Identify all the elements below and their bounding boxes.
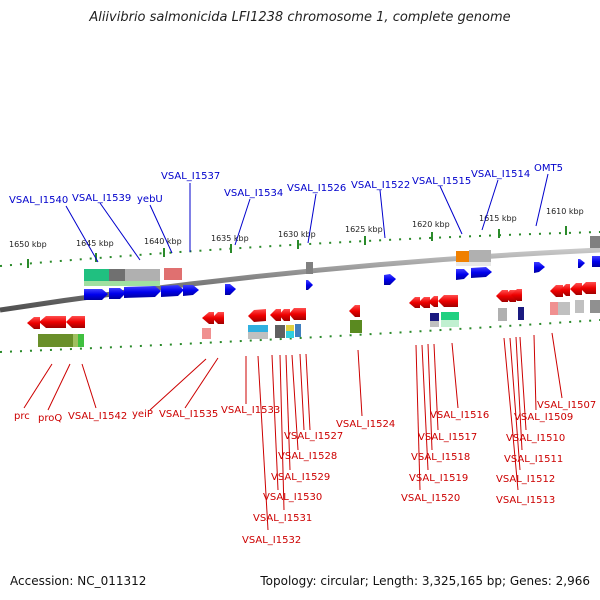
kbp-label: 1620 kbp (412, 220, 450, 229)
gene-arrow[interactable] (384, 274, 396, 285)
bottom-leaders (23, 332, 563, 531)
gene-arrow[interactable] (212, 312, 224, 324)
gene-label[interactable]: VSAL_I1512 (496, 474, 555, 485)
gene-arrow[interactable] (297, 308, 306, 320)
gene-arrow[interactable] (109, 288, 126, 299)
kbp-label: 1635 kbp (211, 234, 249, 243)
gene-label[interactable]: VSAL_I1534 (224, 188, 283, 199)
gene-arrow[interactable] (456, 269, 469, 280)
lower-ruler (0, 319, 600, 353)
upper-ruler (0, 231, 600, 267)
gene-arrow[interactable] (248, 309, 266, 322)
gene-arrow[interactable] (578, 259, 585, 268)
gene-label[interactable]: VSAL_I1518 (411, 452, 470, 463)
gene-arrow[interactable] (570, 283, 582, 295)
gene-arrow[interactable] (511, 289, 522, 301)
gene-label[interactable]: VSAL_I1509 (514, 412, 573, 423)
gene-label[interactable]: VSAL_I1533 (221, 405, 280, 416)
gene-arrow[interactable] (592, 256, 600, 267)
kbp-label: 1630 kbp (278, 230, 316, 239)
gene-label[interactable]: prc (14, 411, 30, 422)
gene-label[interactable]: VSAL_I1535 (159, 409, 218, 420)
gene-label[interactable]: VSAL_I1526 (287, 183, 346, 194)
kbp-label: 1640 kbp (144, 237, 182, 246)
gene-label[interactable]: VSAL_I1527 (284, 431, 343, 442)
gene-arrow[interactable] (289, 308, 300, 320)
gene-label[interactable]: VSAL_I1511 (504, 454, 563, 465)
gene-label[interactable]: proQ (38, 413, 62, 424)
gene-label[interactable]: VSAL_I1514 (471, 169, 530, 180)
gene-label[interactable]: VSAL_I1540 (9, 195, 68, 206)
gene-label[interactable]: VSAL_I1519 (409, 473, 468, 484)
gene-arrow[interactable] (349, 305, 360, 317)
gene-label[interactable]: VSAL_I1530 (263, 492, 322, 503)
gene-arrow[interactable] (496, 290, 508, 302)
kbp-labels: 1650 kbp 1645 kbp 1640 kbp 1635 kbp 1630… (9, 207, 584, 249)
gene-arrow[interactable] (534, 262, 545, 273)
gene-label[interactable]: VSAL_I1531 (253, 513, 312, 524)
gene-arrow[interactable] (560, 284, 570, 296)
kbp-label: 1645 kbp (76, 239, 114, 248)
gene-arrow[interactable] (580, 282, 596, 294)
top-leaders (65, 173, 549, 263)
genome-summary-text: Topology: circular; Length: 3,325,165 bp… (260, 574, 590, 588)
reverse-genes (27, 282, 596, 329)
gene-label[interactable]: VSAL_I1510 (506, 433, 565, 444)
gene-arrow[interactable] (202, 312, 214, 324)
bottom-labels: prc proQ VSAL_I1542 yeiP VSAL_I1535 VSAL… (14, 400, 596, 546)
kbp-label: 1610 kbp (546, 207, 584, 216)
gene-label[interactable]: VSAL_I1537 (161, 171, 220, 182)
gene-arrow[interactable] (39, 316, 66, 328)
gene-label[interactable]: VSAL_I1524 (336, 419, 395, 430)
gene-label[interactable]: OMT5 (534, 163, 563, 174)
gene-label[interactable]: VSAL_I1515 (412, 176, 471, 187)
gene-arrow[interactable] (279, 309, 290, 321)
gene-label[interactable]: VSAL_I1516 (430, 410, 489, 421)
gene-label[interactable]: VSAL_I1522 (351, 180, 410, 191)
gene-arrow[interactable] (438, 295, 458, 307)
gene-arrow[interactable] (124, 286, 161, 298)
kbp-label: 1650 kbp (9, 240, 47, 249)
gene-label[interactable]: VSAL_I1542 (68, 411, 127, 422)
gene-arrow[interactable] (418, 297, 430, 308)
gene-arrow[interactable] (161, 285, 184, 297)
gene-label[interactable]: yebU (137, 194, 163, 205)
gene-arrow[interactable] (84, 289, 108, 300)
gene-label[interactable]: yeiP (132, 409, 153, 420)
top-labels: VSAL_I1540 VSAL_I1539 yebU VSAL_I1537 VS… (9, 163, 563, 206)
kbp-label: 1615 kbp (479, 214, 517, 223)
gene-arrow[interactable] (409, 297, 420, 308)
gene-arrow[interactable] (66, 316, 85, 328)
upper-feature-boxes (84, 236, 600, 286)
gene-arrow[interactable] (270, 309, 281, 321)
forward-genes (84, 256, 600, 300)
gene-arrow[interactable] (27, 317, 40, 329)
gene-label[interactable]: VSAL_I1517 (418, 432, 477, 443)
gene-arrow[interactable] (225, 284, 236, 295)
gene-arrow[interactable] (306, 280, 313, 290)
gene-arrow[interactable] (550, 285, 563, 297)
gene-label[interactable]: VSAL_I1513 (496, 495, 555, 506)
gene-label[interactable]: VSAL_I1507 (537, 400, 596, 411)
gene-arrow[interactable] (471, 267, 492, 278)
gene-label[interactable]: VSAL_I1539 (72, 193, 131, 204)
kbp-label: 1625 kbp (345, 225, 383, 234)
accession-text: Accession: NC_011312 (10, 574, 147, 588)
gene-label[interactable]: VSAL_I1528 (278, 451, 337, 462)
gene-label[interactable]: VSAL_I1520 (401, 493, 460, 504)
map-title: Aliivibrio salmonicida LFI1238 chromosom… (89, 10, 511, 25)
gene-label[interactable]: VSAL_I1532 (242, 535, 301, 546)
gene-label[interactable]: VSAL_I1529 (271, 472, 330, 483)
lower-feature-boxes (38, 300, 600, 347)
gene-arrow[interactable] (183, 285, 199, 296)
gene-arrow[interactable] (428, 296, 438, 307)
